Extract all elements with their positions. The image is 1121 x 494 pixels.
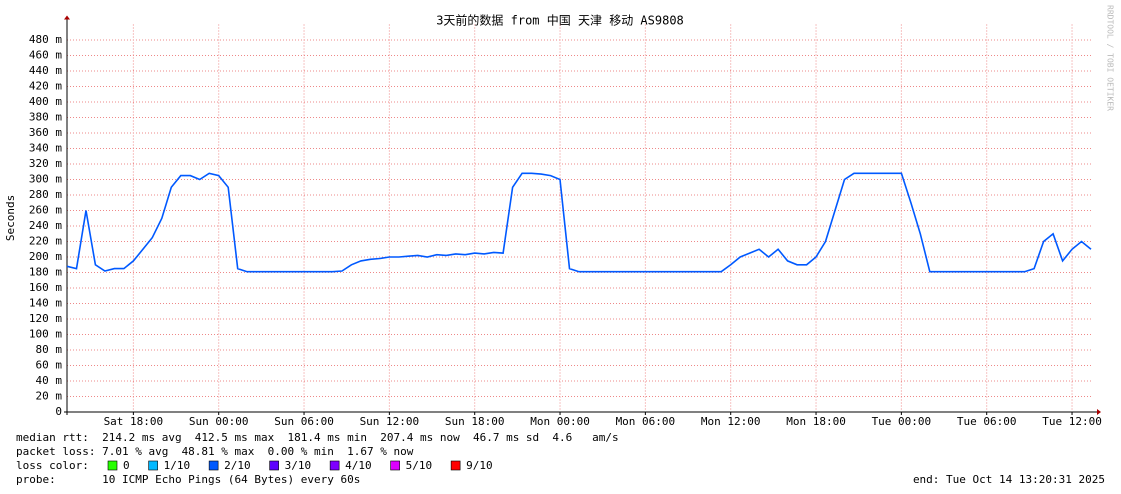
- chart-title: 3天前的数据 from 中国 天津 移动 AS9808: [436, 13, 684, 28]
- axis-arrow: [1097, 409, 1101, 415]
- y-axis-label: Seconds: [4, 195, 17, 241]
- y-tick-label: 400 m: [29, 95, 62, 108]
- y-tick-label: 340 m: [29, 142, 62, 155]
- y-tick-label: 280 m: [29, 188, 62, 201]
- y-tick-label: 180 m: [29, 266, 62, 279]
- x-tick-label: Sun 00:00: [189, 415, 249, 428]
- y-tick-label: 240 m: [29, 219, 62, 232]
- loss-name: 0: [123, 459, 130, 472]
- stats-line: median rtt: 214.2 ms avg 412.5 ms max 18…: [16, 431, 619, 444]
- loss-swatch: [148, 460, 158, 471]
- loss-name: 9/10: [466, 459, 493, 472]
- y-tick-label: 260 m: [29, 204, 62, 217]
- x-tick-label: Sun 18:00: [445, 415, 505, 428]
- y-tick-label: 100 m: [29, 328, 62, 341]
- x-tick-label: Mon 00:00: [530, 415, 590, 428]
- x-tick-label: Tue 12:00: [1042, 415, 1102, 428]
- y-tick-label: 480 m: [29, 33, 62, 46]
- x-tick-label: Tue 00:00: [872, 415, 932, 428]
- y-tick-label: 300 m: [29, 173, 62, 186]
- probe: probe: 10 ICMP Echo Pings (64 Bytes) eve…: [16, 473, 360, 486]
- plot-area: [67, 25, 1092, 412]
- loss-swatch: [450, 460, 461, 471]
- x-tick-label: Sun 06:00: [274, 415, 334, 428]
- loss-name: 3/10: [285, 459, 312, 472]
- y-tick-label: 420 m: [29, 80, 62, 93]
- y-tick-label: 0: [55, 405, 62, 418]
- y-tick-label: 160 m: [29, 281, 62, 294]
- axis-arrow: [64, 15, 70, 20]
- y-tick-label: 200 m: [29, 250, 62, 263]
- y-tick-label: 40 m: [36, 374, 63, 387]
- loss-name: 5/10: [406, 459, 433, 472]
- loss-label: loss color:: [16, 459, 89, 472]
- loss-name: 1/10: [164, 459, 191, 472]
- y-tick-label: 80 m: [36, 343, 63, 356]
- x-tick-label: Mon 18:00: [786, 415, 846, 428]
- loss-name: 4/10: [345, 459, 372, 472]
- y-tick-label: 380 m: [29, 111, 62, 124]
- y-tick-label: 60 m: [36, 359, 63, 372]
- x-tick-label: Mon 12:00: [701, 415, 761, 428]
- y-tick-label: 20 m: [36, 390, 63, 403]
- x-tick-label: Mon 06:00: [616, 415, 676, 428]
- end-time: end: Tue Oct 14 13:20:31 2025: [913, 473, 1105, 486]
- x-tick-label: Sat 18:00: [104, 415, 164, 428]
- loss-name: 2/10: [224, 459, 251, 472]
- y-tick-label: 460 m: [29, 49, 62, 62]
- loss-swatch: [390, 460, 400, 471]
- x-tick-label: Sun 12:00: [360, 415, 420, 428]
- loss-swatch: [329, 460, 340, 471]
- x-tick-label: Tue 06:00: [957, 415, 1017, 428]
- loss-swatch: [208, 460, 219, 471]
- y-tick-label: 440 m: [29, 64, 62, 77]
- y-tick-label: 140 m: [29, 297, 62, 310]
- loss-swatch: [269, 460, 279, 471]
- y-tick-label: 360 m: [29, 126, 62, 139]
- stats-line: packet loss: 7.01 % avg 48.81 % max 0.00…: [16, 445, 414, 458]
- y-tick-label: 320 m: [29, 157, 62, 170]
- y-tick-label: 220 m: [29, 235, 62, 248]
- median-line: [66, 172, 1092, 273]
- y-tick-label: 120 m: [29, 312, 62, 325]
- loss-swatch: [107, 460, 118, 471]
- watermark: RRDTOOL / TOBI OETIKER: [1106, 5, 1115, 111]
